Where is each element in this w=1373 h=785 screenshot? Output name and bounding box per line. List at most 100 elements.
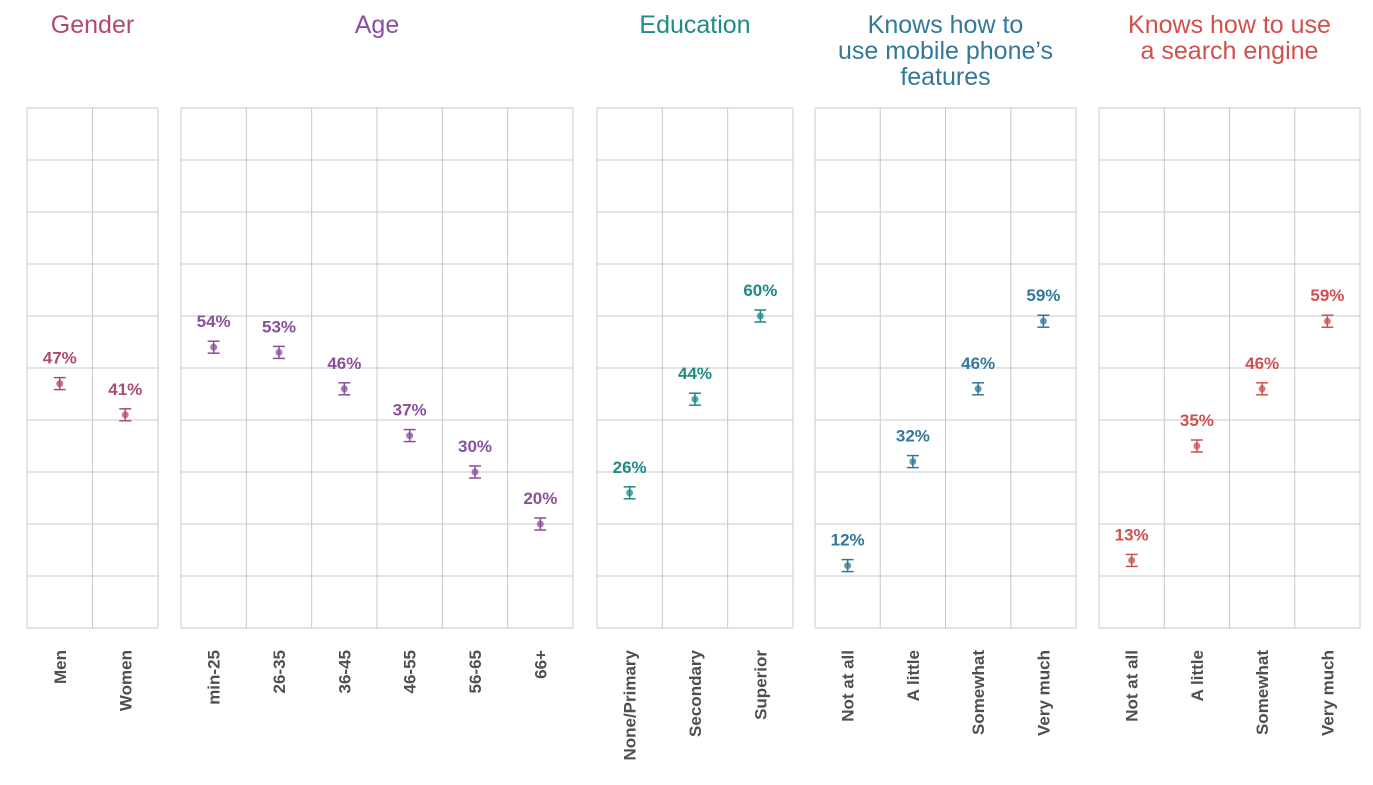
category-label: Secondary [686,649,705,736]
grid [814,107,1077,629]
data-point-group: 46% [961,354,995,396]
panel-title: Knows how to use mobile phone’s features [838,11,1053,91]
panel-2: Age 54% min-25 53% 26-35 46% 36-45 37% 46-55 30% 5… [180,11,574,705]
data-point [844,562,852,570]
grid [26,107,159,629]
data-label: 37% [393,401,427,420]
data-point [210,343,218,351]
data-label: 46% [961,354,995,373]
data-point [406,432,414,440]
panel-5: Knows how to use a search engine 13% Not at… [1098,11,1361,736]
category-label: A little [904,650,923,701]
category-label: min-25 [205,650,224,705]
category-label: A little [1188,650,1207,701]
data-point [909,458,917,466]
data-label: 60% [743,281,777,300]
data-point-group: 41% [108,380,142,422]
category-label: 46-55 [401,650,420,693]
panel-1: Gender 47% Men 41% Women [26,11,159,711]
panel-title-line: features [900,63,990,91]
category-label: Not at all [839,650,858,722]
data-label: 12% [831,531,865,550]
data-point-group: 53% [262,317,296,360]
data-point-group: 20% [523,489,557,531]
data-point-group: 46% [1245,354,1279,396]
panel-title-line: Knows how to [868,11,1024,39]
data-point-group: 59% [1310,286,1344,328]
panel-title-line: a search engine [1141,37,1319,65]
data-point [756,312,764,320]
panel-4: Knows how to use mobile phone’s features 12… [814,11,1077,736]
category-label: Superior [751,650,770,720]
data-point [56,380,64,388]
panel-3: Education 26% None/Primary 44% Secondary 60% S… [596,11,794,761]
panel-title-line: Knows how to use [1128,11,1331,39]
category-label: Somewhat [1253,650,1272,735]
data-point-group: 32% [896,427,930,469]
data-label: 59% [1310,286,1344,305]
data-point [471,468,479,476]
data-point [121,411,129,419]
category-label: None/Primary [621,649,640,760]
category-label: 66+ [531,650,550,679]
data-label: 59% [1026,286,1060,305]
category-label: Very much [1318,650,1337,736]
data-label: 35% [1180,411,1214,430]
category-label: Somewhat [969,650,988,735]
category-label: 56-65 [466,650,485,693]
category-label: 36-45 [335,650,354,693]
data-point [1258,385,1266,393]
data-label: 41% [108,380,142,399]
data-point-group: 30% [458,437,492,479]
data-point-group: 35% [1180,411,1214,453]
data-point [340,385,348,393]
data-label: 30% [458,437,492,456]
data-point [1039,317,1047,325]
data-label: 46% [1245,354,1279,373]
data-label: 13% [1115,525,1149,544]
data-label: 20% [523,489,557,508]
category-label: Not at all [1123,650,1142,722]
category-label: Very much [1034,650,1053,736]
grid [596,107,794,629]
data-label: 53% [262,317,296,336]
category-label: Women [116,650,135,711]
data-point-group: 59% [1026,286,1060,328]
data-point-group: 54% [197,312,231,354]
panel-title-line: use mobile phone’s [838,37,1053,65]
data-point-group: 46% [327,354,361,396]
data-point-group: 44% [678,364,712,406]
data-point-group: 37% [393,401,427,443]
panel-title-line: Age [355,11,399,39]
data-point [974,385,982,393]
data-point [691,395,699,403]
panel-title-line: Gender [51,11,134,39]
data-point [1128,556,1136,564]
data-point-group: 60% [743,281,777,323]
data-point [626,489,634,497]
data-label: 54% [197,312,231,331]
data-label: 32% [896,427,930,446]
grid [180,107,574,629]
data-label: 26% [613,458,647,477]
grid [1098,107,1361,629]
data-point-group: 12% [831,531,865,573]
panel-title: Education [639,11,750,39]
panel-title: Gender [51,11,134,39]
data-label: 47% [43,349,77,368]
data-point-group: 47% [43,349,77,391]
data-label: 44% [678,364,712,383]
panel-title-line: Education [639,11,750,39]
data-point-group: 26% [613,458,647,500]
panel-title: Age [355,11,399,39]
data-point [1323,317,1331,325]
data-label: 46% [327,354,361,373]
category-label: 26-35 [270,650,289,693]
data-point [275,348,283,356]
data-point [536,520,544,528]
category-label: Men [51,650,70,684]
data-point-group: 13% [1115,525,1149,568]
panel-title: Knows how to use a search engine [1128,11,1331,65]
data-point [1193,442,1201,450]
